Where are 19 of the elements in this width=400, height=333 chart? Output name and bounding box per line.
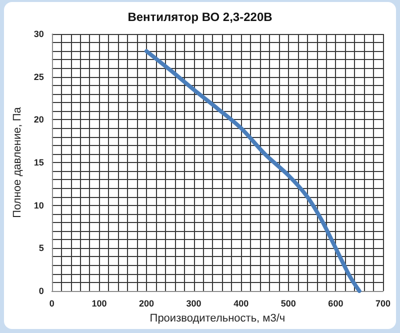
y-tick-label: 5	[38, 243, 44, 254]
chart-title: Вентилятор ВО 2,3-220В	[128, 10, 273, 24]
line-series	[144, 49, 362, 293]
y-tick-label: 15	[34, 158, 44, 168]
y-tick-label: 20	[34, 114, 44, 125]
x-tick-label: 400	[234, 298, 249, 308]
y-tick-label: 30	[34, 29, 44, 39]
x-tick-label: 100	[92, 298, 107, 308]
x-tick-label: 700	[375, 298, 391, 308]
x-axis-title: Производительность, м3/ч	[150, 312, 286, 324]
x-tick-label: 600	[328, 298, 344, 308]
y-axis-title: Полное давление, Па	[12, 106, 24, 218]
y-tick-label: 25	[34, 72, 44, 82]
y-tick-label: 0	[38, 286, 44, 296]
x-tick-label: 200	[138, 298, 154, 308]
x-tick-label: 0	[49, 298, 54, 308]
y-tick-label: 10	[34, 200, 44, 210]
x-tick-label: 500	[280, 298, 296, 308]
x-tick-label: 300	[186, 298, 202, 308]
